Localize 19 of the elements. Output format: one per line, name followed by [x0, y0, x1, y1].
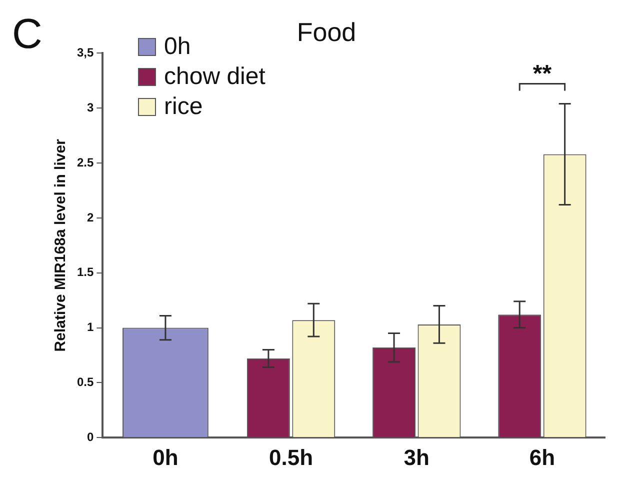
y-tick-label: 1.5: [76, 265, 94, 280]
y-tick-label: 2.5: [76, 155, 94, 170]
x-tick-label: 6h: [529, 444, 556, 470]
annotation: **: [532, 60, 552, 88]
legend-label: 0h: [164, 32, 191, 62]
y-tick-label: 1: [86, 320, 94, 334]
y-tick-label: 2: [86, 210, 94, 224]
x-tick-label: 0.5h: [269, 444, 314, 470]
y-tick-label: 0.5: [76, 375, 94, 389]
y-axis-title: Relative MIR168a level in liver: [52, 138, 70, 352]
x-tick-label: 3h: [404, 444, 430, 470]
chart-title: Food: [296, 16, 356, 47]
text: C: [12, 10, 42, 58]
legend-label: chow diet: [164, 62, 266, 92]
y-tick-label: 3: [86, 100, 94, 114]
x-tick-label: 0h: [152, 444, 178, 470]
y-tick-label: 3,5: [76, 46, 94, 60]
legend-label: rice: [164, 92, 203, 122]
y-tick-label: 0: [86, 430, 94, 444]
